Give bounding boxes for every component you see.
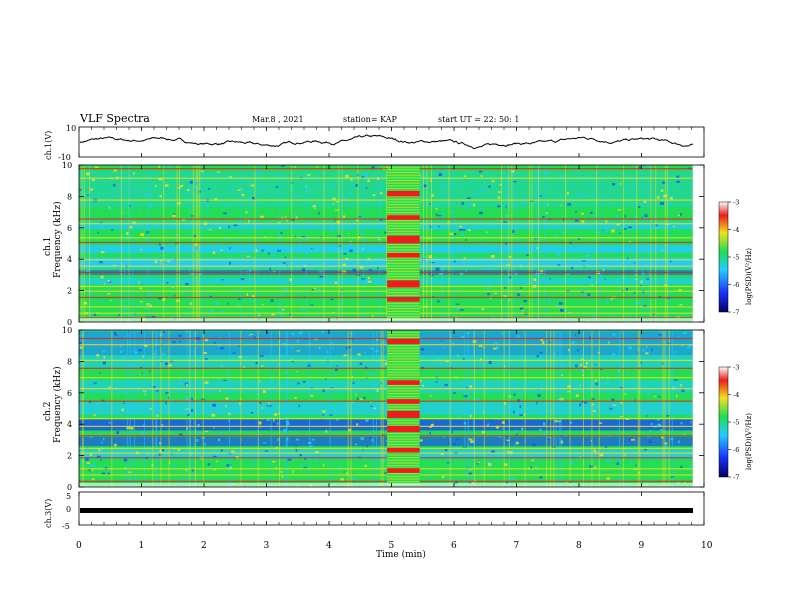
- colorbar-tick: -5: [733, 254, 739, 262]
- colorbar-tick: -7: [733, 474, 739, 482]
- colorbar-tick: -4: [733, 391, 739, 399]
- ch1-frequency-label: Frequency (kHz): [52, 201, 63, 278]
- xtick-label: 0: [76, 541, 82, 551]
- xtick-label: 3: [264, 541, 270, 551]
- ch1-spectrogram: [79, 165, 704, 322]
- ch1-ytick-bottom: -10: [58, 153, 71, 162]
- ch1-waveform-panel: 10 -10 ch.1(V): [44, 124, 705, 162]
- colorbar-tick: -3: [733, 364, 739, 372]
- ytick-label: 10: [62, 326, 72, 335]
- ch2-colorbar-label: log(PSD)(V²/Hz): [745, 413, 753, 470]
- ytick-label: 10: [62, 161, 72, 170]
- xtick-label: 6: [451, 541, 457, 551]
- ch3-ytick-bottom: -5: [62, 522, 70, 531]
- ytick-label: 2: [67, 452, 72, 461]
- ytick-label: 8: [67, 357, 72, 366]
- colorbar-tick: -6: [733, 281, 739, 289]
- xtick-label: 7: [514, 541, 520, 551]
- ytick-label: 0: [67, 318, 72, 327]
- ch3-ytick-mid: 0: [66, 505, 71, 514]
- ytick-label: 4: [67, 420, 72, 429]
- ch1-label: ch.1: [43, 237, 53, 256]
- ytick-label: 8: [67, 192, 72, 201]
- ytick-label: 2: [67, 287, 72, 296]
- colorbar-tick: -4: [733, 226, 739, 234]
- ch3-waveform-trace: [80, 508, 693, 513]
- ch1-colorbar-label: log(PSD)(V²/Hz): [745, 248, 753, 305]
- ch3-waveform-panel: 5 0 -5 ch.3(V): [44, 491, 705, 531]
- date-label: Mar.8 , 2021: [252, 115, 304, 124]
- xtick-label: 4: [326, 541, 332, 551]
- ytick-label: 6: [67, 389, 72, 398]
- ch2-colorbar: -3 -4 -5 -6 -7 log(PSD)(V²/Hz): [718, 364, 753, 482]
- xtick-label: 5: [389, 541, 395, 551]
- xtick-label: 2: [201, 541, 207, 551]
- figure-title: VLF Spectra: [79, 112, 150, 125]
- station-label: station= KAP: [343, 115, 398, 124]
- ch2-label: ch.2: [43, 402, 53, 421]
- xtick-label: 9: [639, 541, 645, 551]
- ch1-colorbar: -3 -4 -5 -6 -7 log(PSD)(V²/Hz): [718, 199, 753, 317]
- ch2-frequency-label: Frequency (kHz): [52, 366, 63, 443]
- ch2-spectrogram-panel: 0 2 4 6 8 10 ch.2 Frequency (kHz): [43, 326, 705, 492]
- xtick-label: 8: [576, 541, 582, 551]
- ch1-waveform-ylabel: ch.1(V): [44, 131, 53, 160]
- time-axis: 0 1 2 3 4 5 6 7 8 9 10: [76, 127, 713, 551]
- colorbar-tick: -3: [733, 199, 739, 207]
- xtick-label: 10: [701, 541, 713, 551]
- ytick-label: 0: [67, 483, 72, 492]
- ytick-label: 4: [67, 255, 72, 264]
- ch2-spectrogram: [79, 330, 704, 487]
- ch1-spectrogram-panel: 0 2 4 6 8 10 ch.1 Frequency (kHz): [43, 161, 705, 327]
- ch1-waveform-trace: [79, 134, 694, 150]
- ch3-waveform-ylabel: ch.3(V): [44, 499, 53, 528]
- colorbar-tick: -5: [733, 419, 739, 427]
- colorbar-tick: -6: [733, 446, 739, 454]
- ytick-label: 6: [67, 224, 72, 233]
- start-time-label: start UT = 22: 50: 1: [438, 115, 519, 124]
- colorbar-tick: -7: [733, 309, 739, 317]
- ch3-ytick-top: 5: [66, 492, 71, 501]
- time-axis-label: Time (min): [376, 549, 426, 560]
- ch1-ytick-top: 10: [66, 124, 76, 133]
- xtick-label: 1: [139, 541, 145, 551]
